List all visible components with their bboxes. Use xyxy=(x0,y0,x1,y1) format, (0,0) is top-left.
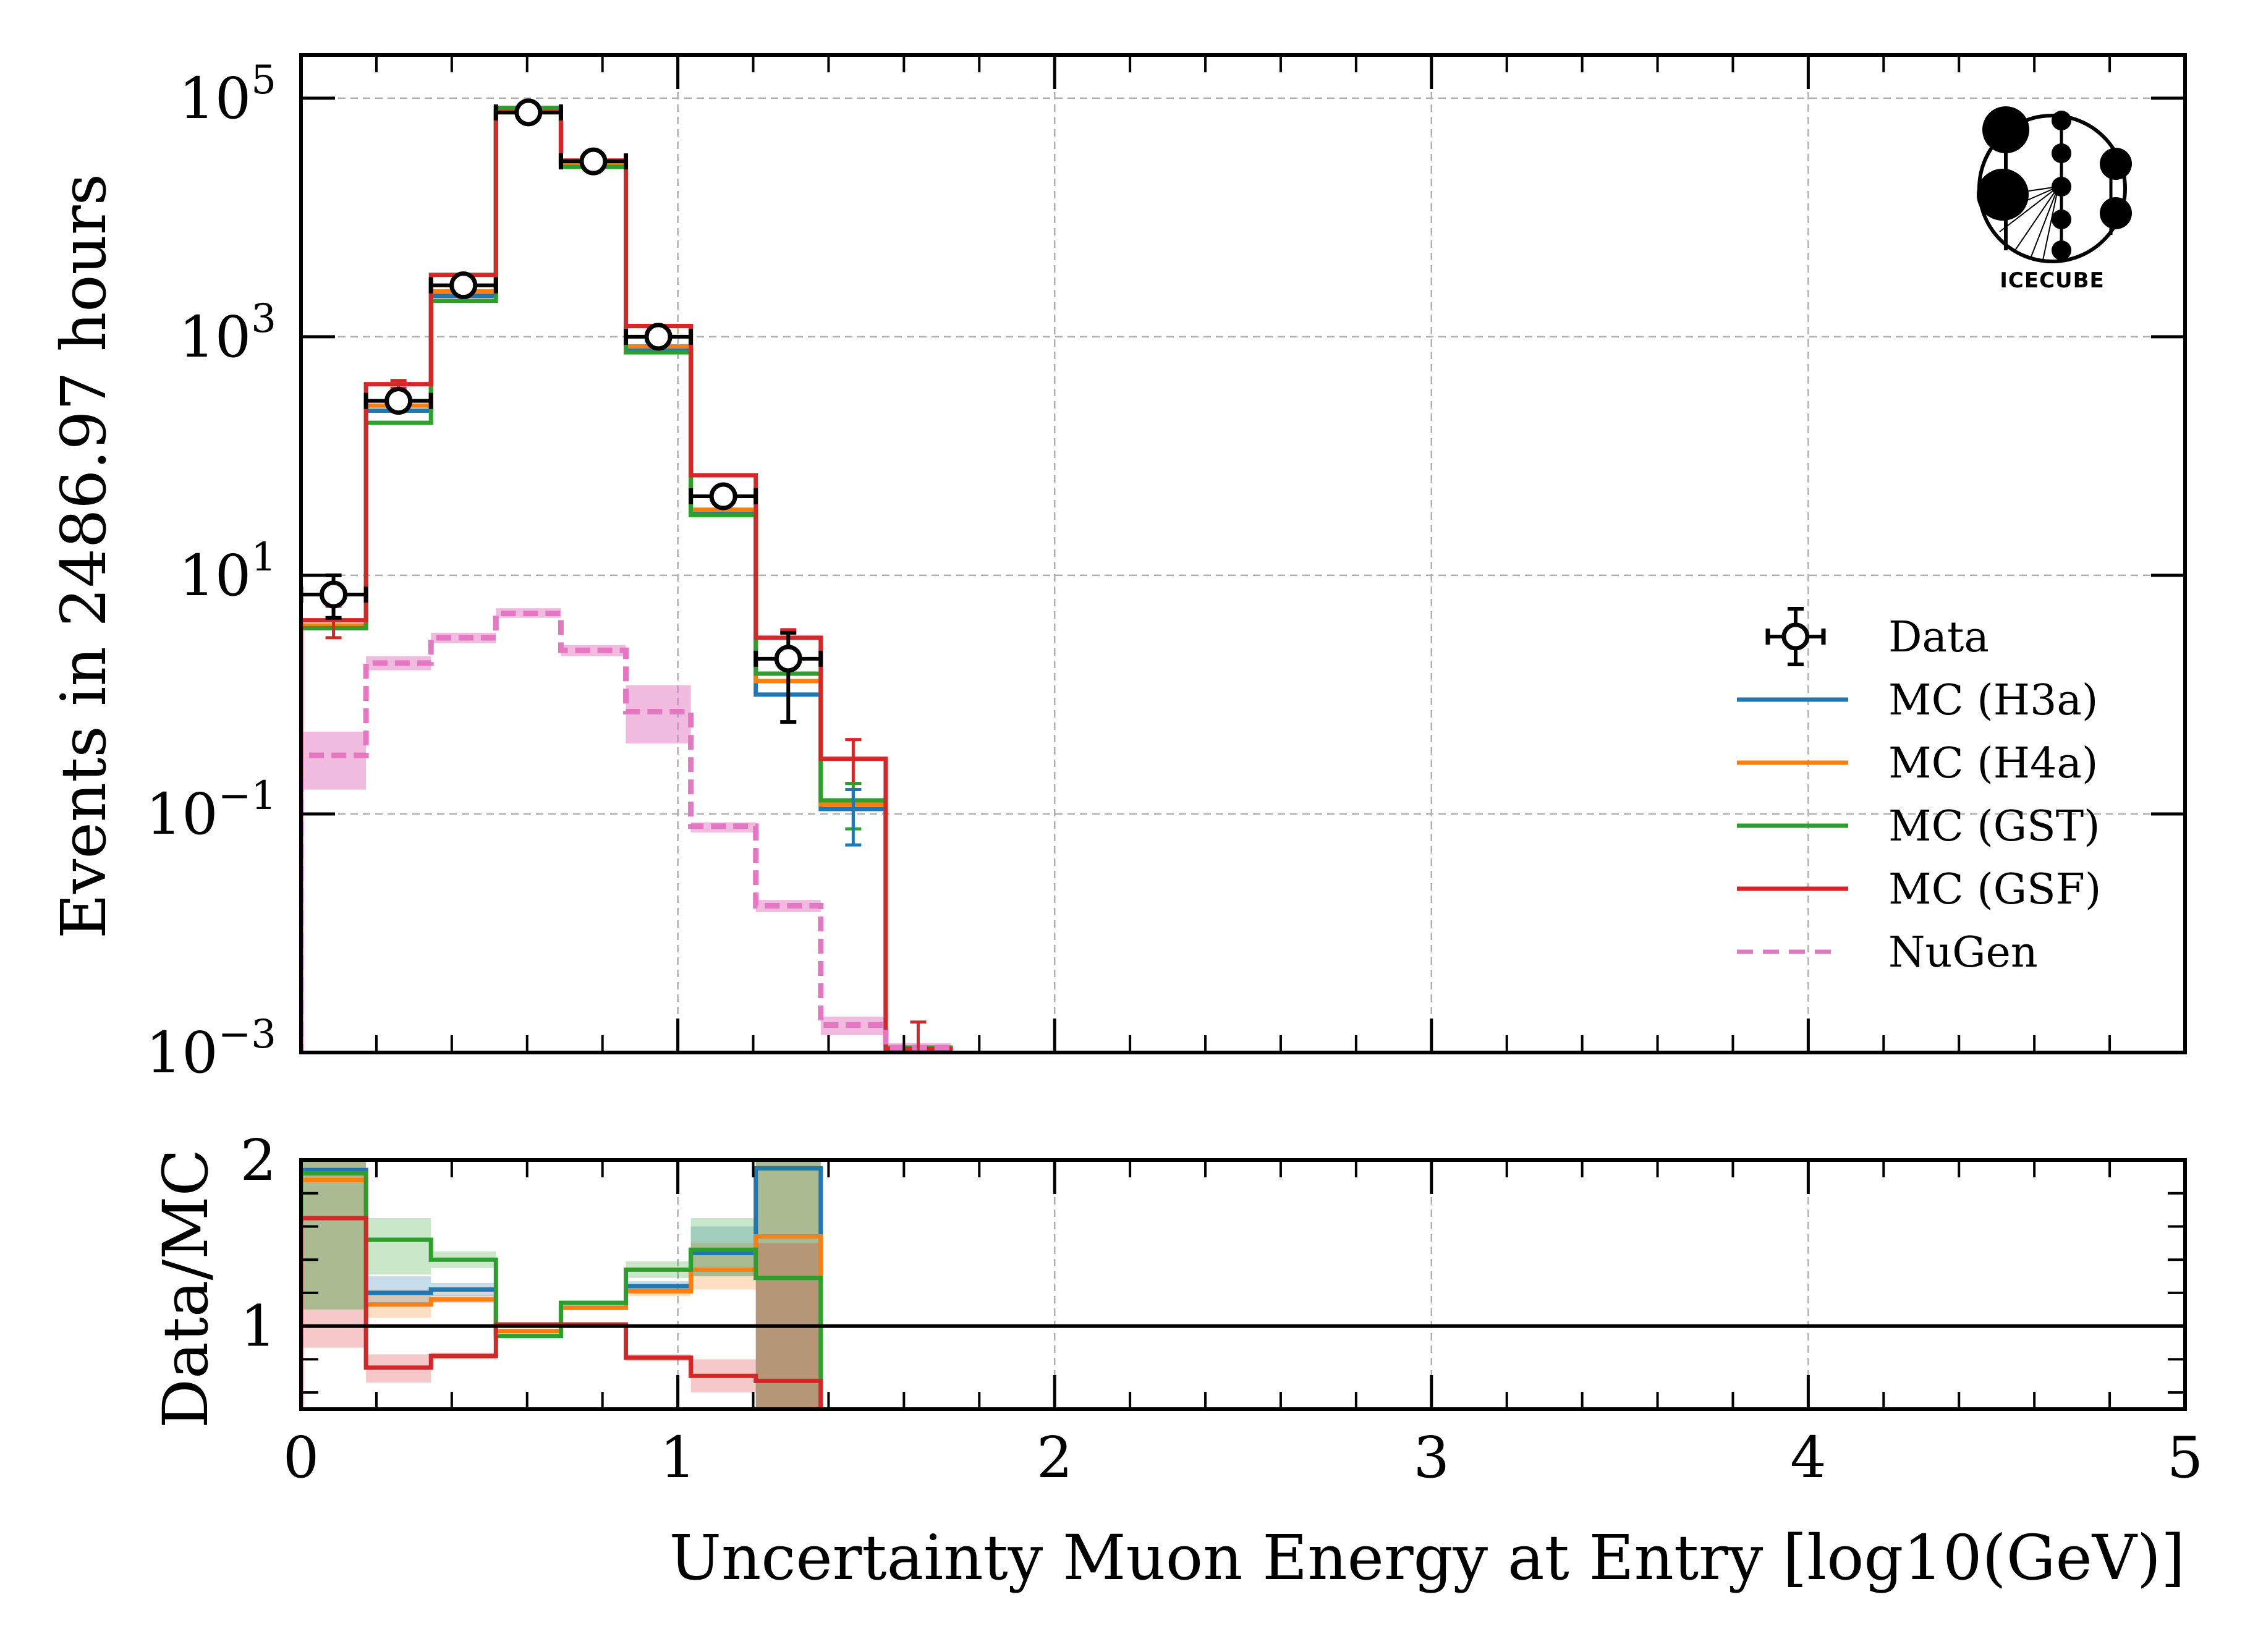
ratio-gridlines xyxy=(677,1160,1809,1409)
legend-item: MC (GST) xyxy=(1737,802,2100,851)
logo-light-rays xyxy=(1990,186,2059,261)
data-marker xyxy=(774,645,802,673)
ratio-band xyxy=(755,1160,821,1409)
legend-item: Data xyxy=(1765,607,1989,666)
y-tick-label: 101 xyxy=(179,535,276,609)
logo-dom xyxy=(1982,106,2029,153)
ratio-ticks xyxy=(299,1158,2187,1409)
data-point xyxy=(428,271,498,300)
histogram-nugen xyxy=(301,610,954,1053)
y-tick-label: 105 xyxy=(179,57,276,132)
icecube-logo: ICECUBE xyxy=(1977,106,2132,293)
x-tick-label: 0 xyxy=(283,1425,320,1491)
legend-label: Data xyxy=(1888,613,1989,662)
ratio-band xyxy=(755,1160,821,1409)
ratio-y-tick-labels: 12 xyxy=(240,1127,276,1360)
ratio-band xyxy=(301,1160,367,1310)
data-point xyxy=(493,98,563,127)
logo-dom xyxy=(2052,240,2071,260)
main-histograms xyxy=(301,105,954,1053)
legend-label: NuGen xyxy=(1888,928,2038,977)
x-tick-label: 1 xyxy=(660,1425,696,1491)
logo-text: ICECUBE xyxy=(2000,268,2105,293)
y-tick-label: 103 xyxy=(179,296,276,370)
ratio-uncertainty-bands xyxy=(301,1160,821,1409)
y-tick-label: 10−3 xyxy=(146,1012,276,1086)
data-point xyxy=(753,630,823,724)
nugen-band xyxy=(301,731,367,790)
main-ticks xyxy=(299,55,2187,1054)
logo-dom xyxy=(2052,111,2071,130)
x-tick-label: 4 xyxy=(1790,1425,1827,1491)
logo-dom xyxy=(2100,197,2132,229)
x-tick-label: 2 xyxy=(1037,1425,1073,1491)
main-mc-error-bars xyxy=(325,379,927,1053)
data-point xyxy=(689,482,758,510)
legend-item: MC (H3a) xyxy=(1737,676,2098,725)
data-point xyxy=(301,573,368,620)
ratio-y-axis-label: Data/MC xyxy=(150,1149,222,1428)
main-frame xyxy=(299,53,2187,1054)
ratio-band xyxy=(301,1309,367,1348)
logo-dom xyxy=(2052,143,2071,163)
x-tick-label: 3 xyxy=(1414,1425,1450,1491)
legend-data-marker xyxy=(1781,622,1810,651)
ratio-band xyxy=(755,1160,821,1409)
data-marker xyxy=(514,98,543,127)
main-panel: 105 103 101 10−1 10−3 Events in 2486.97 hour… xyxy=(48,53,2187,1086)
ratio-band xyxy=(366,1218,431,1275)
data-point xyxy=(363,387,433,415)
data-marker xyxy=(320,580,348,609)
main-y-tick-labels: 105 103 101 10−1 10−3 xyxy=(146,57,276,1086)
data-marker xyxy=(449,271,478,300)
legend-label: MC (H3a) xyxy=(1888,676,2098,725)
x-tick-labels: 0 1 2 3 4 5 xyxy=(283,1425,2204,1491)
legend-label: MC (GSF) xyxy=(1888,865,2101,914)
y-axis-label: Events in 2486.97 hours xyxy=(48,174,120,939)
data-marker xyxy=(644,323,673,351)
nugen-band xyxy=(561,645,626,656)
logo-dom xyxy=(2100,148,2132,180)
data-point xyxy=(624,323,694,351)
data-marker xyxy=(384,387,413,415)
legend-item: NuGen xyxy=(1737,928,2038,977)
data-marker xyxy=(709,482,737,510)
data-point xyxy=(558,147,629,176)
legend-item: MC (GSF) xyxy=(1737,865,2101,914)
ratio-band xyxy=(690,1218,756,1277)
ratio-band xyxy=(301,1160,367,1310)
y-tick-label: 10−1 xyxy=(146,773,276,847)
legend: Data MC (H3a) MC (H4a) MC (GST) MC (GSF) NuGe… xyxy=(1737,607,2101,977)
ratio-y-tick-label: 2 xyxy=(240,1127,276,1193)
ratio-band xyxy=(301,1160,367,1310)
logo-dom xyxy=(1977,169,2029,221)
x-axis-label: Uncertainty Muon Energy at Entry [log10(… xyxy=(669,1522,2185,1594)
legend-label: MC (H4a) xyxy=(1888,739,2098,788)
legend-label: MC (GST) xyxy=(1888,802,2100,851)
ratio-frame xyxy=(299,1158,2187,1411)
x-tick-label: 5 xyxy=(2167,1425,2204,1491)
main-data-points xyxy=(301,98,823,724)
legend-item: MC (H4a) xyxy=(1737,739,2098,788)
data-marker xyxy=(579,147,608,176)
histogram-mc-gsf xyxy=(301,110,953,1053)
ratio-y-tick-label: 1 xyxy=(240,1294,276,1360)
logo-dom xyxy=(2052,210,2071,229)
